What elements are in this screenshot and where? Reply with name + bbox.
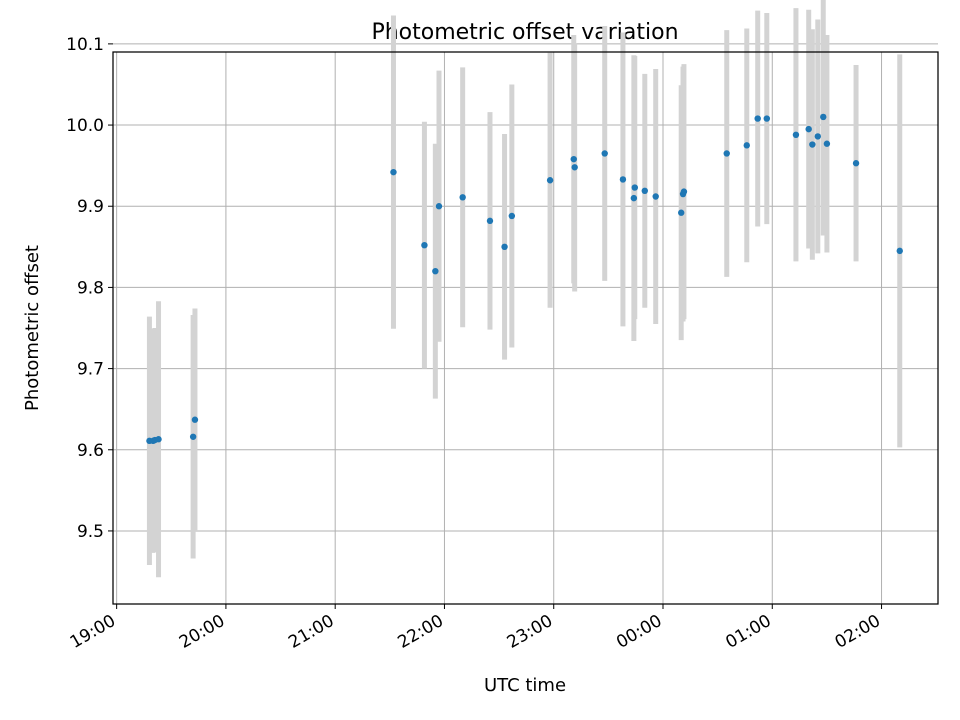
data-point — [432, 267, 439, 275]
data-point — [435, 203, 443, 210]
data-point — [680, 188, 688, 195]
data-point — [508, 212, 516, 220]
data-point — [421, 242, 428, 249]
data-point — [570, 155, 577, 163]
data-points — [146, 113, 903, 445]
y-tick-label: 10.1 — [66, 35, 104, 55]
data-point — [763, 115, 771, 122]
data-point — [189, 433, 197, 440]
y-axis-label: Photometric offset — [22, 245, 43, 411]
chart-title: Photometric offset variation — [371, 20, 678, 45]
y-tick-label: 9.7 — [77, 360, 104, 380]
y-tick-label: 9.6 — [77, 441, 104, 461]
y-axis-ticks: 9.5 9.6 9.7 9.8 9.9 10.0 10.1 — [66, 35, 113, 542]
y-tick-label: 9.8 — [77, 278, 104, 298]
data-point — [486, 217, 494, 225]
data-point — [809, 141, 816, 148]
data-point — [792, 131, 800, 138]
data-point — [896, 247, 903, 255]
data-point — [390, 168, 397, 176]
data-point — [754, 115, 761, 122]
y-tick-label: 9.5 — [77, 522, 104, 542]
plot-frame — [112, 51, 939, 605]
data-point — [820, 113, 827, 121]
data-point — [743, 142, 750, 149]
data-point — [852, 160, 860, 167]
data-point — [814, 133, 822, 140]
data-point — [723, 150, 730, 157]
data-point — [155, 436, 162, 443]
data-point — [631, 184, 638, 191]
data-point — [823, 140, 831, 147]
data-point — [601, 150, 608, 157]
data-point — [546, 177, 554, 184]
data-point — [678, 209, 685, 216]
y-tick-label: 9.9 — [77, 197, 104, 217]
data-point — [571, 164, 578, 171]
data-point — [619, 176, 627, 183]
y-tick-label: 10.0 — [66, 116, 104, 136]
data-point — [652, 193, 659, 200]
data-point — [501, 243, 508, 251]
x-axis-label: UTC time — [484, 675, 566, 696]
data-point — [191, 416, 199, 423]
data-point — [641, 187, 648, 195]
data-point — [630, 194, 638, 202]
grid-lines — [113, 43, 938, 604]
data-point — [805, 125, 812, 133]
data-point — [459, 194, 466, 201]
